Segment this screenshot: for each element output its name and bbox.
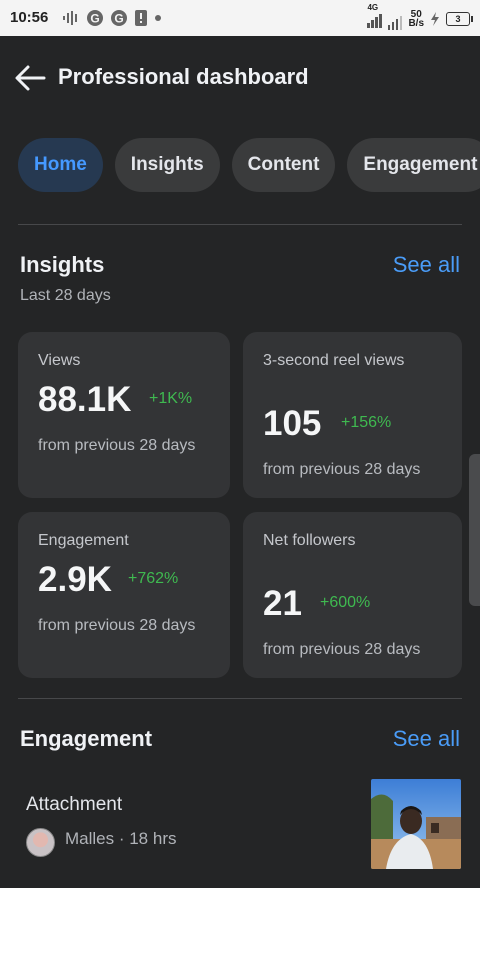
google-icon: G (111, 10, 127, 26)
more-notifications-icon (155, 15, 161, 21)
voice-activity-icon (63, 11, 77, 25)
avatar (26, 828, 55, 857)
card-label: Views (38, 352, 81, 369)
card-label: Engagement (38, 532, 129, 549)
reel-views-card[interactable]: 3-second reel views 105 +156% from previ… (243, 332, 462, 498)
post-thumbnail[interactable] (371, 779, 461, 869)
views-card[interactable]: Views 88.1K +1K% from previous 28 days (18, 332, 230, 498)
network-speed: 50 B/s (408, 8, 424, 29)
tab-insights[interactable]: Insights (114, 138, 220, 192)
card-value: 2.9K (38, 560, 112, 599)
back-button[interactable] (12, 60, 48, 96)
card-value: 88.1K (38, 380, 132, 419)
card-value: 21 (263, 584, 302, 623)
card-footer: from previous 28 days (38, 617, 196, 634)
tab-home[interactable]: Home (18, 138, 103, 192)
card-change: +156% (341, 414, 392, 431)
network-type: 4G (367, 3, 379, 12)
page-title: Professional dashboard (58, 64, 309, 89)
card-footer: from previous 28 days (263, 461, 421, 478)
signal-icon (387, 14, 403, 30)
card-change: +762% (128, 570, 179, 587)
sim-alert-icon (135, 10, 147, 26)
tab-engagement[interactable]: Engagement (347, 138, 480, 192)
engagement-card[interactable]: Engagement 2.9K +762% from previous 28 d… (18, 512, 230, 678)
card-value: 105 (263, 404, 322, 443)
charging-icon (431, 11, 439, 26)
app-screen: Professional dashboard Home Insights Con… (0, 36, 480, 888)
arrow-left-icon (15, 65, 46, 91)
insights-subtitle: Last 28 days (20, 287, 111, 304)
card-label: Net followers (263, 532, 356, 549)
tab-bar: Home Insights Content Engagement (18, 138, 480, 192)
status-time: 10:56 (10, 9, 49, 26)
google-icon: G (87, 10, 103, 26)
card-footer: from previous 28 days (263, 641, 421, 658)
divider (18, 224, 462, 225)
card-change: +600% (320, 594, 371, 611)
photo-thumbnail-icon (371, 779, 461, 869)
divider (18, 698, 462, 699)
engagement-title: Engagement (20, 726, 153, 751)
list-item-meta: Malles · 18 hrs (65, 829, 177, 848)
card-change: +1K% (149, 390, 193, 407)
battery-icon: 3 (446, 11, 473, 26)
signal-icon (367, 12, 382, 28)
list-item-title: Attachment (26, 794, 123, 815)
svg-text:G: G (114, 12, 123, 26)
card-footer: from previous 28 days (38, 437, 196, 454)
status-right: 4G 50 B/s 3 (367, 3, 473, 31)
notification-icons: G G (62, 9, 162, 27)
scrollbar-handle[interactable] (469, 454, 480, 606)
insights-see-all-link[interactable]: See all (392, 252, 460, 277)
card-label: 3-second reel views (263, 352, 405, 369)
insights-title: Insights (20, 252, 105, 277)
svg-text:G: G (90, 12, 99, 26)
status-bar: 10:56 G G 4G 50 B/s 3 (0, 0, 480, 36)
engagement-see-all-link[interactable]: See all (392, 726, 460, 751)
tab-content[interactable]: Content (231, 138, 336, 192)
header: Professional dashboard (0, 36, 480, 120)
net-followers-card[interactable]: Net followers 21 +600% from previous 28 … (243, 512, 462, 678)
